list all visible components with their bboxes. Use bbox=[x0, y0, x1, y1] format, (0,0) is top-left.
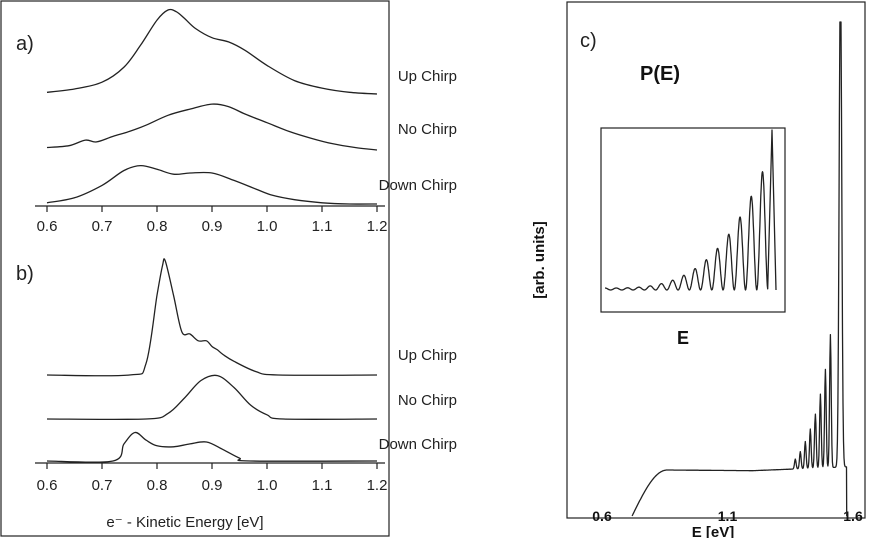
panel-a-curves bbox=[46, 8, 378, 205]
tick-label: 0.6 bbox=[37, 218, 58, 235]
panel-c-y-axis-title: [arb. units] bbox=[531, 221, 548, 299]
inset-frame bbox=[600, 127, 786, 313]
tick-label: 0.6 bbox=[592, 508, 612, 524]
series-curve-no-chirp bbox=[46, 103, 378, 151]
series-curve-no-chirp bbox=[46, 374, 378, 421]
tick-label: 1.1 bbox=[312, 218, 333, 235]
left-panels-frame bbox=[0, 0, 390, 537]
series-curve-up-chirp bbox=[46, 8, 378, 95]
tick-label: 0.8 bbox=[147, 477, 168, 494]
panel-b-label-no-chirp: No Chirp bbox=[398, 392, 457, 409]
tick-label: 0.6 bbox=[37, 477, 58, 494]
tick-label: 0.9 bbox=[202, 218, 223, 235]
panel-b-curves bbox=[46, 258, 378, 463]
panel-c-x-axis-title: E [eV] bbox=[692, 524, 735, 538]
panel-b-ticks: 0.6 0.7 0.8 0.9 1.0 1.1 1.2 bbox=[37, 463, 388, 494]
tick-label: 1.0 bbox=[257, 218, 278, 235]
panel-c-frame bbox=[566, 1, 866, 519]
tick-label: 1.1 bbox=[718, 508, 738, 524]
series-curve-down-chirp bbox=[46, 431, 378, 463]
panel-c-label: c) bbox=[580, 30, 597, 52]
tick-label: 0.7 bbox=[92, 218, 113, 235]
panel-b-label-up-chirp: Up Chirp bbox=[398, 347, 457, 364]
panel-a-label-up-chirp: Up Chirp bbox=[398, 68, 457, 85]
inset-curve bbox=[604, 129, 777, 291]
tick-label: 1.0 bbox=[257, 477, 278, 494]
tick-label: 1.6 bbox=[843, 508, 863, 524]
panel-b-label: b) bbox=[16, 263, 34, 285]
panel-b-x-axis-title: e⁻ - Kinetic Energy [eV] bbox=[106, 514, 263, 531]
panel-c-spectrum-curve bbox=[631, 21, 848, 517]
panel-a-label: a) bbox=[16, 33, 34, 55]
series-curve-up-chirp bbox=[46, 258, 378, 377]
panel-a: a) 0.6 0.7 0.8 0.9 1.0 1.1 1.2 Up Chirp No Chi… bbox=[16, 8, 457, 235]
series-curve-down-chirp bbox=[46, 164, 378, 205]
panel-b-label-down-chirp: Down Chirp bbox=[379, 436, 457, 453]
tick-label: 1.2 bbox=[367, 477, 388, 494]
panel-c-ticks: 0.6 1.1 1.6 bbox=[592, 508, 863, 524]
tick-label: 0.8 bbox=[147, 218, 168, 235]
panel-c: c) P(E) [arb. units] 0.6 1.1 1.6 E [eV] E bbox=[531, 1, 866, 538]
panel-c-title: P(E) bbox=[640, 63, 680, 85]
inset-x-axis-title: E bbox=[677, 328, 689, 348]
tick-label: 0.7 bbox=[92, 477, 113, 494]
panel-a-label-no-chirp: No Chirp bbox=[398, 121, 457, 138]
panel-a-label-down-chirp: Down Chirp bbox=[379, 177, 457, 194]
panel-a-ticks: 0.6 0.7 0.8 0.9 1.0 1.1 1.2 bbox=[37, 206, 388, 235]
panel-b: b) 0.6 0.7 0.8 0.9 1.0 1.1 1.2 Up Chirp No Chi… bbox=[16, 258, 457, 531]
tick-label: 1.2 bbox=[367, 218, 388, 235]
tick-label: 1.1 bbox=[312, 477, 333, 494]
tick-label: 0.9 bbox=[202, 477, 223, 494]
